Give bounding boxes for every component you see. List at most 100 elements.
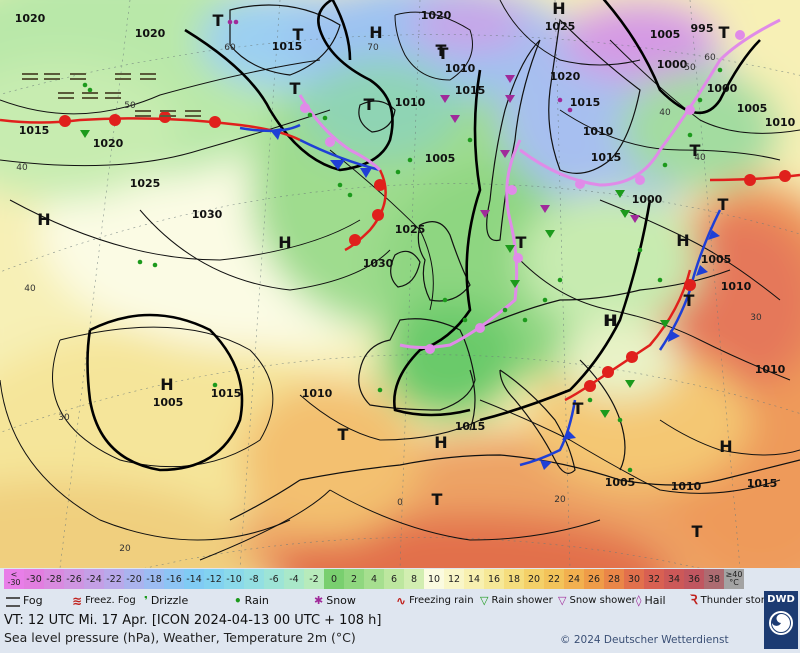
pressure-label: 1010 xyxy=(583,125,614,138)
pressure-label: 1020 xyxy=(550,70,581,83)
temperature-tick: 40 xyxy=(24,284,36,294)
trough-mark: T xyxy=(438,44,449,63)
high-pressure-mark: H xyxy=(603,311,616,330)
legend-thunderstorm-label: Thunder storm xyxy=(700,595,775,606)
trough-mark: T xyxy=(690,141,701,160)
pressure-label: 1005 xyxy=(650,28,681,41)
fog-symbols xyxy=(22,73,201,117)
temperature-tick: 20 xyxy=(554,495,566,505)
scale-cell: 22 xyxy=(544,569,564,589)
scale-cell: 10 xyxy=(424,569,444,589)
scale-cell: 4 xyxy=(364,569,384,589)
high-pressure-mark: H xyxy=(160,375,173,394)
pressure-label: 1025 xyxy=(395,223,426,236)
snow-symbols xyxy=(227,19,640,223)
pressure-label: 1005 xyxy=(701,253,732,266)
isobars xyxy=(0,0,800,561)
scale-cell: 26 xyxy=(584,569,604,589)
scale-cell: 20 xyxy=(524,569,544,589)
temperature-tick: 50 xyxy=(684,63,696,73)
pressure-label: 1015 xyxy=(591,151,622,164)
pressure-label: 1020 xyxy=(93,137,124,150)
legend-fog: Fog xyxy=(6,591,43,611)
pressure-label: 1010 xyxy=(721,280,752,293)
high-pressure-mark: H xyxy=(369,23,382,42)
scale-cell: 18 xyxy=(504,569,524,589)
legend-snow-shower-label: Snow shower xyxy=(569,595,636,606)
pressure-label: 1015 xyxy=(272,40,303,53)
high-pressure-mark: H xyxy=(434,433,447,452)
high-pressure-mark: H xyxy=(278,233,291,252)
legend-freezing-rain-label: Freezing rain xyxy=(409,595,474,606)
graticule xyxy=(0,0,800,568)
legend-fog-label: Fog xyxy=(23,594,43,607)
high-pressure-mark: H xyxy=(552,0,565,18)
temperature-tick: 50 xyxy=(124,101,136,111)
pressure-label: 1025 xyxy=(130,177,161,190)
scale-cell: 2 xyxy=(344,569,364,589)
high-pressure-mark: H xyxy=(676,231,689,250)
legend-freezing-rain: ∿ Freezing rain xyxy=(396,591,474,611)
scale-cell: -8 xyxy=(244,569,264,589)
pressure-label: 1025 xyxy=(545,20,576,33)
scale-cell: -16 xyxy=(164,569,184,589)
temperature-color-scale: < -30 -30 -28 -26 -24 -22 -20 -18 -16 -14 -12 -10 -8-… xyxy=(4,569,744,589)
legend-rain-label: Rain xyxy=(244,594,269,607)
weather-legend: Fog ≋ Freez. Fog ❜ Drizzle • Rain ✱ Snow… xyxy=(4,591,775,611)
rain-icon: • xyxy=(234,594,242,608)
pressure-label: 1005 xyxy=(425,152,456,165)
scale-cell: 30 xyxy=(624,569,644,589)
copyright: © 2024 Deutscher Wetterdienst xyxy=(560,634,729,646)
trough-mark: T xyxy=(293,25,304,44)
legend-snow: ✱ Snow xyxy=(314,591,356,611)
pressure-label: 1010 xyxy=(755,363,786,376)
pressure-label: 1005 xyxy=(153,396,184,409)
scale-cell: 38 xyxy=(704,569,724,589)
temperature-tick: 40 xyxy=(659,108,671,118)
scale-cell: 32 xyxy=(644,569,664,589)
pressure-label: 1015 xyxy=(19,124,50,137)
trough-mark: T xyxy=(684,291,695,310)
temperature-tick: 30 xyxy=(750,313,762,323)
dwd-logo-icon xyxy=(769,611,793,635)
scale-cell: -26 xyxy=(64,569,84,589)
legend-rain-shower: ▽ Rain shower xyxy=(480,591,553,611)
trough-mark: T xyxy=(718,195,729,214)
pressure-label: 1030 xyxy=(192,208,223,221)
legend-freezing-fog: ≋ Freez. Fog xyxy=(72,591,136,611)
scale-cell: 0 xyxy=(324,569,344,589)
hail-icon: ◊ xyxy=(636,594,642,607)
scale-cell: -10 xyxy=(224,569,244,589)
trough-mark: T xyxy=(719,23,730,42)
pressure-label: 1005 xyxy=(737,102,768,115)
pressure-label: 1015 xyxy=(455,84,486,97)
pressure-label: 1005 xyxy=(605,476,636,489)
freezing-rain-icon: ∿ xyxy=(396,594,407,608)
scale-cell: 12 xyxy=(444,569,464,589)
pressure-label: 1000 xyxy=(657,58,688,71)
temperature-tick: 40 xyxy=(16,163,28,173)
trough-mark: T xyxy=(338,425,349,444)
thunderstorm-icon: Ꝛ xyxy=(690,593,698,608)
map-description: Sea level pressure (hPa), Weather, Tempe… xyxy=(4,630,356,645)
temperature-tick: 0 xyxy=(397,498,403,508)
legend-rain-shower-label: Rain shower xyxy=(491,595,553,606)
weather-map-canvas: 1020 1020 1015 1020 1015 1010 1010 1015 1020 1025… xyxy=(0,0,800,568)
trough-mark: T xyxy=(692,522,703,541)
scale-cell: -12 xyxy=(204,569,224,589)
scale-cell: -30 xyxy=(24,569,44,589)
trough-mark: T xyxy=(364,95,375,114)
coastlines xyxy=(229,4,800,521)
scale-cell: -4 xyxy=(284,569,304,589)
scale-cell: -14 xyxy=(184,569,204,589)
scale-cell: -2 xyxy=(304,569,324,589)
weather-map: 1020 1020 1015 1020 1015 1010 1010 1015 1020 1025… xyxy=(0,0,800,569)
pressure-label: 1015 xyxy=(747,477,778,490)
pressure-label: 1000 xyxy=(632,193,663,206)
legend-drizzle-label: Drizzle xyxy=(150,594,189,607)
pressure-labels: 1020 1020 1015 1020 1015 1010 1010 1015 1020 1025… xyxy=(15,9,796,493)
drizzle-icon: ❜ xyxy=(144,594,148,607)
pressure-label: 1010 xyxy=(302,387,333,400)
rain-shower-icon: ▽ xyxy=(480,594,489,607)
